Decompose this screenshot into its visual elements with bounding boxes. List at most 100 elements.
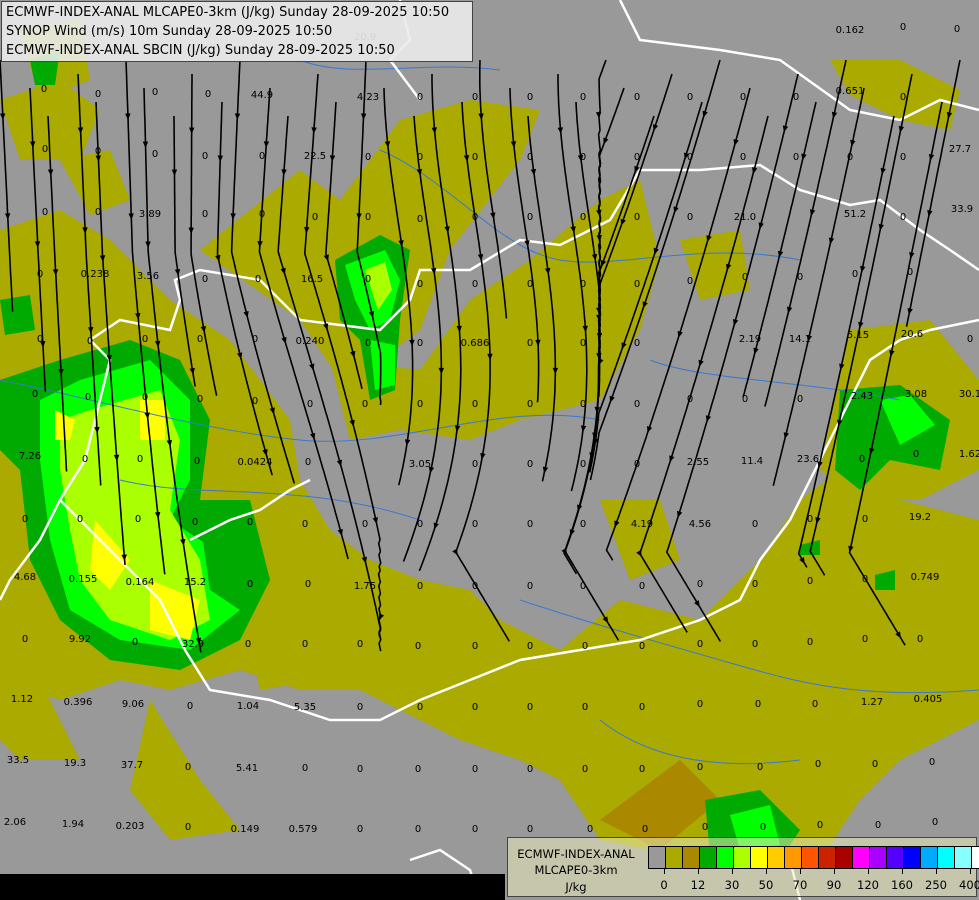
- title-line-sbcin: ECMWF-INDEX-ANAL SBCIN (J/kg) Sunday 28-…: [6, 43, 395, 58]
- wind-arrow-icon: [683, 152, 690, 160]
- sbcin-value: 0: [95, 89, 101, 100]
- wind-arrow-icon: [368, 311, 375, 318]
- sbcin-value: 0: [852, 269, 858, 280]
- wind-arrow-icon: [398, 240, 404, 247]
- wind-arrow-icon: [868, 447, 875, 455]
- sbcin-value: 0: [687, 92, 693, 103]
- legend-tick-label: 30: [724, 878, 740, 892]
- wind-arrow-icon: [323, 254, 329, 262]
- wind-streamline: [29, 87, 47, 392]
- legend-swatch: [785, 847, 802, 868]
- legend-swatch: [751, 847, 768, 868]
- wind-arrow-icon: [323, 323, 329, 331]
- sbcin-value: 0: [580, 279, 586, 290]
- wind-arrow-icon: [281, 169, 287, 176]
- wind-arrow-icon: [171, 169, 178, 176]
- wind-arrow-icon: [52, 269, 59, 276]
- legend-tick: [970, 869, 971, 874]
- sbcin-value: 0: [417, 519, 423, 530]
- wind-arrow-icon: [477, 253, 484, 261]
- sbcin-value: 0: [365, 152, 371, 163]
- sbcin-value: 0: [252, 396, 258, 407]
- wind-streamline: [797, 115, 895, 568]
- no-data-strip: [0, 874, 505, 900]
- wind-arrow-icon: [487, 353, 493, 361]
- legend-title: ECMWF-INDEX-ANAL MLCAPE0-3km: [512, 846, 640, 878]
- wind-arrow-icon: [801, 153, 807, 161]
- wind-arrow-icon: [839, 363, 845, 371]
- wind-arrow-icon: [454, 425, 461, 433]
- river: [299, 59, 501, 71]
- legend-swatch: [734, 847, 751, 868]
- sbcin-value: 2.43: [851, 391, 873, 402]
- wind-streamline: [383, 87, 414, 486]
- sbcin-value: 11.4: [741, 456, 763, 467]
- wind-streamline: [143, 87, 202, 653]
- wind-arrow-icon: [652, 124, 659, 132]
- sbcin-value: 0: [527, 399, 533, 410]
- wind-streamline: [848, 101, 943, 646]
- sbcin-value: 0: [357, 639, 363, 650]
- wind-streamline: [905, 59, 961, 327]
- sbcin-value: 0: [954, 24, 960, 35]
- wind-arrow-icon: [372, 517, 378, 525]
- sbcin-value: 0: [472, 459, 478, 470]
- sbcin-value: 0: [582, 764, 588, 775]
- wind-arrow-icon: [860, 265, 866, 273]
- sbcin-value: 0: [697, 762, 703, 773]
- river: [379, 149, 801, 263]
- sbcin-value: 0: [41, 84, 47, 95]
- wind-arrow-icon: [174, 269, 181, 276]
- sbcin-value: 0: [752, 639, 758, 650]
- sbcin-value: 0: [740, 92, 746, 103]
- sbcin-value: 0: [687, 276, 693, 287]
- wind-arrow-icon: [758, 222, 764, 230]
- sbcin-value: 0: [305, 457, 311, 468]
- wind-arrow-icon: [782, 125, 789, 133]
- sbcin-value: 44.9: [251, 90, 273, 101]
- cape-area: [600, 760, 720, 850]
- cape-area: [0, 80, 100, 160]
- legend-swatch: [683, 847, 700, 868]
- sbcin-value: 0: [634, 279, 640, 290]
- sbcin-value: 0: [307, 399, 313, 410]
- sbcin-value: 0.238: [81, 269, 110, 280]
- legend-swatch: [819, 847, 836, 868]
- sbcin-value: 0: [417, 92, 423, 103]
- sbcin-value: 0: [862, 514, 868, 525]
- wind-arrow-icon: [600, 260, 606, 268]
- sbcin-value: 0: [252, 334, 258, 345]
- sbcin-value: 3.56: [137, 271, 159, 282]
- legend-swatch: [802, 847, 819, 868]
- sbcin-value: 14.1: [789, 334, 811, 345]
- sbcin-value: 0: [152, 87, 158, 98]
- wind-arrow-icon: [444, 226, 450, 234]
- wind-arrow-icon: [263, 141, 270, 148]
- sbcin-value: 0: [872, 759, 878, 770]
- sbcin-value: 0: [815, 759, 821, 770]
- wind-arrow-icon: [542, 466, 549, 474]
- legend-title-line1: ECMWF-INDEX-ANAL: [517, 847, 635, 861]
- sbcin-value: 0: [415, 641, 421, 652]
- wind-streamline: [454, 101, 510, 642]
- legend-color-bar: [648, 846, 979, 869]
- cape-area: [0, 560, 80, 760]
- wind-arrow-icon: [356, 213, 362, 220]
- sbcin-value: 0: [687, 212, 693, 223]
- sbcin-value: 0: [152, 149, 158, 160]
- sbcin-value: 19.2: [909, 512, 931, 523]
- wind-arrow-icon: [815, 517, 821, 524]
- legend-tick-label: 70: [792, 878, 808, 892]
- wind-arrow-icon: [653, 247, 659, 255]
- wind-arrow-icon: [593, 438, 599, 446]
- wind-streamline-layer: [0, 59, 961, 653]
- country-border: [0, 339, 112, 601]
- sbcin-value: 0: [472, 824, 478, 835]
- cape-area: [830, 60, 960, 130]
- sbcin-value: 0: [807, 514, 813, 525]
- sbcin-value: 0: [634, 399, 640, 410]
- sbcin-value: 0: [917, 634, 923, 645]
- wind-arrow-icon: [404, 439, 411, 446]
- sbcin-value: 0: [302, 763, 308, 774]
- sbcin-value: 0: [755, 699, 761, 710]
